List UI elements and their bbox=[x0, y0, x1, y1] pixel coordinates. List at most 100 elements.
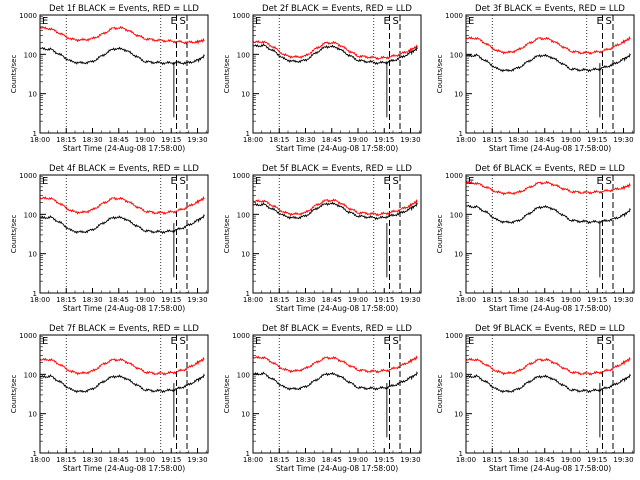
y-tick-label: 100 bbox=[450, 371, 463, 379]
x-tick-label: 18:30 bbox=[295, 456, 315, 464]
annotation-e: E bbox=[384, 336, 390, 347]
x-axis-label: Start Time (24-Aug-08 17:58:00) bbox=[276, 464, 398, 473]
panel-5: Det 5f BLACK = Events, RED = LLD 1 10 100 10… bbox=[223, 164, 422, 313]
x-tick-label: 19:15 bbox=[374, 296, 394, 304]
x-tick-label: 19:15 bbox=[374, 136, 394, 144]
x-tick-label: 19:30 bbox=[400, 296, 420, 304]
y-tick-label: 100 bbox=[24, 371, 37, 379]
annotation-e: E bbox=[597, 16, 603, 27]
y-tick-label: 10 bbox=[28, 411, 37, 419]
chart-title: Det 1f BLACK = Events, RED = LLD bbox=[49, 4, 199, 14]
series-lld-red bbox=[465, 180, 631, 196]
x-tick-label: 18:45 bbox=[109, 296, 129, 304]
series-lld-red bbox=[252, 39, 418, 61]
plot-frame bbox=[252, 174, 422, 294]
x-tick-label: 18:00 bbox=[243, 456, 263, 464]
x-tick-label: 18:45 bbox=[109, 456, 129, 464]
plot-frame bbox=[252, 14, 422, 134]
y-tick-label: 10 bbox=[454, 251, 463, 259]
x-tick-label: 19:30 bbox=[613, 296, 633, 304]
y-tick-label: 100 bbox=[237, 211, 250, 219]
y-axis-label: Counts/sec bbox=[10, 375, 18, 414]
plot-frame bbox=[465, 174, 635, 294]
y-tick-label: 1 bbox=[246, 130, 250, 138]
x-tick-label: 19:30 bbox=[613, 456, 633, 464]
annotation-s: S bbox=[180, 16, 186, 27]
y-tick-label: 100 bbox=[450, 211, 463, 219]
series-lld-red bbox=[39, 25, 205, 45]
annotation-s: S bbox=[393, 176, 399, 187]
y-tick-label: 10 bbox=[241, 411, 250, 419]
plot-frame bbox=[465, 334, 635, 454]
panel-2: Det 2f BLACK = Events, RED = LLD 1 10 100 10… bbox=[223, 4, 422, 153]
x-tick-label: 18:15 bbox=[56, 136, 76, 144]
x-tick-label: 19:15 bbox=[161, 456, 181, 464]
x-tick-label: 18:45 bbox=[322, 456, 342, 464]
y-tick-label: 100 bbox=[24, 211, 37, 219]
y-tick-label: 1 bbox=[246, 450, 250, 458]
annotation-e: E bbox=[384, 176, 390, 187]
plot-frame bbox=[252, 334, 422, 454]
y-tick-label: 1000 bbox=[445, 332, 463, 340]
x-axis-label: Start Time (24-Aug-08 17:58:00) bbox=[63, 464, 185, 473]
x-tick-label: 18:00 bbox=[243, 296, 263, 304]
series-events-black bbox=[39, 46, 205, 66]
x-tick-label: 19:00 bbox=[561, 456, 581, 464]
x-tick-label: 18:30 bbox=[508, 136, 528, 144]
series-events-black bbox=[252, 371, 418, 391]
x-tick-label: 18:30 bbox=[295, 136, 315, 144]
x-tick-label: 18:45 bbox=[109, 136, 129, 144]
x-axis-label: Start Time (24-Aug-08 17:58:00) bbox=[276, 304, 398, 313]
annotation-e: E bbox=[384, 16, 390, 27]
y-tick-label: 10 bbox=[28, 251, 37, 259]
series-lld-red bbox=[465, 35, 631, 55]
x-tick-label: 19:30 bbox=[187, 456, 207, 464]
x-tick-label: 19:00 bbox=[561, 296, 581, 304]
x-tick-label: 18:00 bbox=[30, 136, 50, 144]
annotation-e: E bbox=[42, 176, 48, 187]
series-lld-red bbox=[39, 195, 205, 215]
y-axis-label: Counts/sec bbox=[223, 215, 231, 254]
annotation-e: E bbox=[255, 16, 261, 27]
series-events-black bbox=[252, 201, 418, 221]
x-tick-label: 18:30 bbox=[82, 456, 102, 464]
panel-4: Det 4f BLACK = Events, RED = LLD 1 10 100 10… bbox=[10, 164, 209, 313]
annotation-s: S bbox=[180, 176, 186, 187]
chart-title: Det 2f BLACK = Events, RED = LLD bbox=[262, 4, 412, 14]
x-tick-label: 18:15 bbox=[269, 136, 289, 144]
x-tick-label: 19:00 bbox=[561, 136, 581, 144]
x-axis-label: Start Time (24-Aug-08 17:58:00) bbox=[63, 304, 185, 313]
x-tick-label: 19:30 bbox=[187, 136, 207, 144]
annotation-e: E bbox=[597, 176, 603, 187]
y-tick-label: 10 bbox=[454, 411, 463, 419]
annotation-s: S bbox=[393, 16, 399, 27]
chart-title: Det 6f BLACK = Events, RED = LLD bbox=[475, 164, 625, 174]
x-tick-label: 19:15 bbox=[161, 136, 181, 144]
x-tick-label: 19:15 bbox=[161, 296, 181, 304]
x-tick-label: 18:00 bbox=[30, 456, 50, 464]
x-tick-label: 19:00 bbox=[135, 296, 155, 304]
x-tick-label: 18:15 bbox=[56, 456, 76, 464]
y-tick-label: 1 bbox=[459, 130, 463, 138]
x-tick-label: 19:15 bbox=[374, 456, 394, 464]
series-lld-red bbox=[252, 355, 418, 374]
x-tick-label: 18:30 bbox=[508, 296, 528, 304]
x-tick-label: 18:15 bbox=[482, 296, 502, 304]
y-tick-label: 1 bbox=[246, 290, 250, 298]
series-events-black bbox=[465, 52, 631, 73]
x-tick-label: 19:30 bbox=[187, 296, 207, 304]
y-axis-label: Counts/sec bbox=[223, 375, 231, 414]
y-tick-label: 1000 bbox=[445, 172, 463, 180]
chart-title: Det 4f BLACK = Events, RED = LLD bbox=[49, 164, 199, 174]
x-tick-label: 19:30 bbox=[400, 136, 420, 144]
x-tick-label: 18:30 bbox=[82, 136, 102, 144]
series-lld-red bbox=[465, 356, 631, 376]
x-tick-label: 18:30 bbox=[82, 296, 102, 304]
x-tick-label: 19:00 bbox=[135, 456, 155, 464]
panel-7: Det 7f BLACK = Events, RED = LLD 1 10 100 10… bbox=[10, 324, 209, 473]
annotation-e: E bbox=[171, 176, 177, 187]
series-events-black bbox=[465, 204, 631, 225]
x-tick-label: 19:15 bbox=[587, 296, 607, 304]
x-axis-label: Start Time (24-Aug-08 17:58:00) bbox=[489, 144, 611, 153]
y-tick-label: 1000 bbox=[19, 332, 37, 340]
